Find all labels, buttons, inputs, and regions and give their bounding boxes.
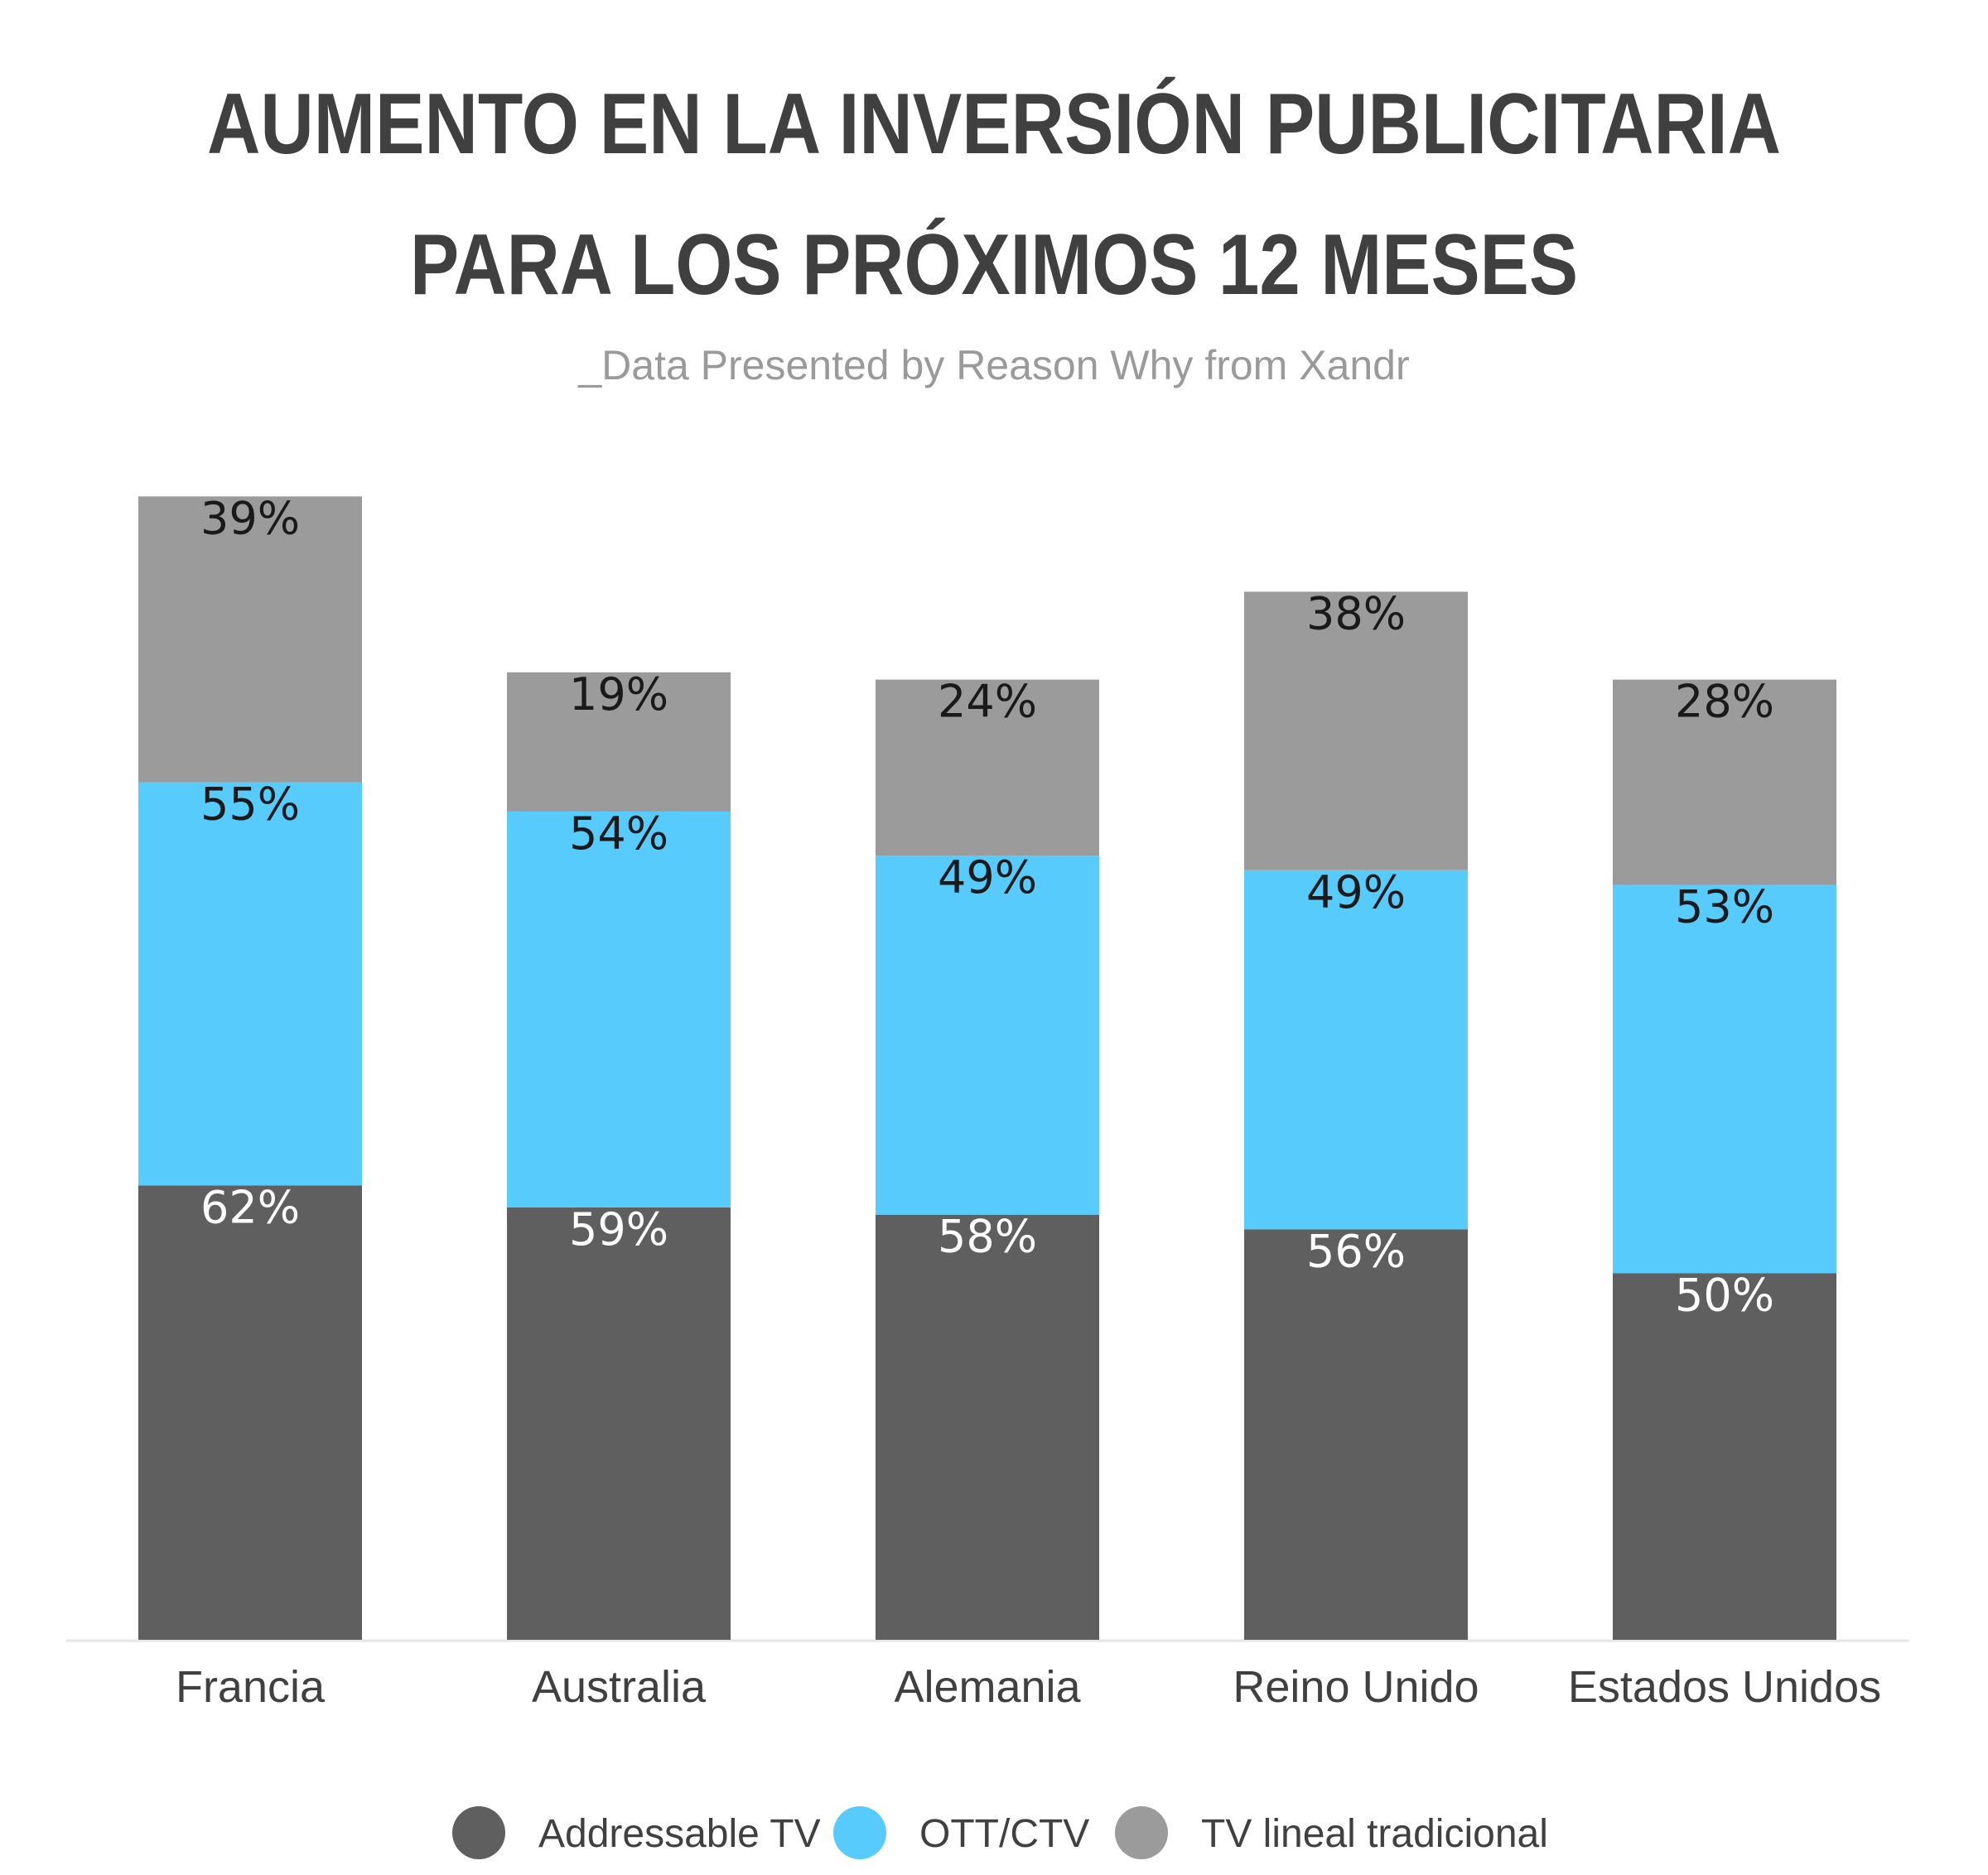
category-label: Alemania bbox=[894, 1662, 1081, 1712]
bar-ott-ctv-estados-unidos bbox=[1613, 884, 1836, 1274]
bar-addressable-tv-estados-unidos bbox=[1613, 1273, 1836, 1640]
data-label: 62% bbox=[200, 1181, 300, 1233]
data-label: 53% bbox=[1675, 880, 1774, 933]
data-label: 50% bbox=[1675, 1270, 1774, 1322]
data-label: 28% bbox=[1675, 676, 1774, 728]
bar-addressable-tv-alemania bbox=[876, 1214, 1099, 1640]
category-label: Francia bbox=[176, 1662, 326, 1712]
chart-title-line-2: PARA LOS PRÓXIMOS 12 MESES bbox=[410, 217, 1578, 313]
bar-addressable-tv-francia bbox=[138, 1185, 362, 1640]
category-label: Australia bbox=[532, 1662, 707, 1712]
bar-tv-lineal-tradicional-francia bbox=[138, 496, 362, 783]
bar-ott-ctv-francia bbox=[138, 782, 362, 1186]
bar-tv-lineal-tradicional-alemania bbox=[876, 679, 1099, 856]
legend-swatch-addressable-tv bbox=[452, 1806, 505, 1859]
bar-ott-ctv-alemania bbox=[876, 856, 1099, 1215]
data-label: 55% bbox=[200, 778, 300, 831]
data-label: 59% bbox=[569, 1203, 668, 1256]
data-label: 54% bbox=[569, 807, 668, 860]
category-label: Estados Unidos bbox=[1568, 1662, 1881, 1712]
data-label: 49% bbox=[1306, 866, 1406, 918]
data-label: 19% bbox=[569, 668, 668, 721]
bar-tv-lineal-tradicional-australia bbox=[507, 672, 731, 812]
bar-ott-ctv-australia bbox=[507, 811, 731, 1207]
legend-swatch-ott-ctv bbox=[833, 1806, 886, 1859]
data-label: 49% bbox=[938, 851, 1037, 904]
bar-tv-lineal-tradicional-reino-unido bbox=[1244, 591, 1468, 870]
data-label: 39% bbox=[200, 492, 300, 544]
plot-area: 62% 55% 39% Francia 59% 54% 19% Australia 58% 49%… bbox=[66, 492, 1909, 1712]
legend-label: TV lineal tradicional bbox=[1201, 1812, 1548, 1856]
bar-addressable-tv-reino-unido bbox=[1244, 1229, 1468, 1640]
data-label: 24% bbox=[938, 676, 1037, 728]
data-label: 56% bbox=[1306, 1225, 1406, 1277]
chart-title-line-1: AUMENTO EN LA INVERSIÓN PUBLICITARIA bbox=[207, 76, 1781, 172]
category-label: Reino Unido bbox=[1233, 1662, 1479, 1712]
legend-label: OTT/CTV bbox=[919, 1812, 1089, 1856]
legend-swatch-tv-lineal-tradicional bbox=[1115, 1806, 1168, 1859]
legend: Addressable TV OTT/CTV TV lineal tradicion… bbox=[452, 1806, 1548, 1859]
chart-subtitle: _Data Presented by Reason Why from Xandr bbox=[577, 342, 1409, 388]
data-label: 38% bbox=[1306, 587, 1406, 639]
bar-tv-lineal-tradicional-estados-unidos bbox=[1613, 679, 1836, 885]
data-label: 58% bbox=[938, 1211, 1037, 1263]
bar-addressable-tv-australia bbox=[507, 1207, 731, 1640]
legend-label: Addressable TV bbox=[538, 1812, 821, 1856]
bar-ott-ctv-reino-unido bbox=[1244, 870, 1468, 1230]
